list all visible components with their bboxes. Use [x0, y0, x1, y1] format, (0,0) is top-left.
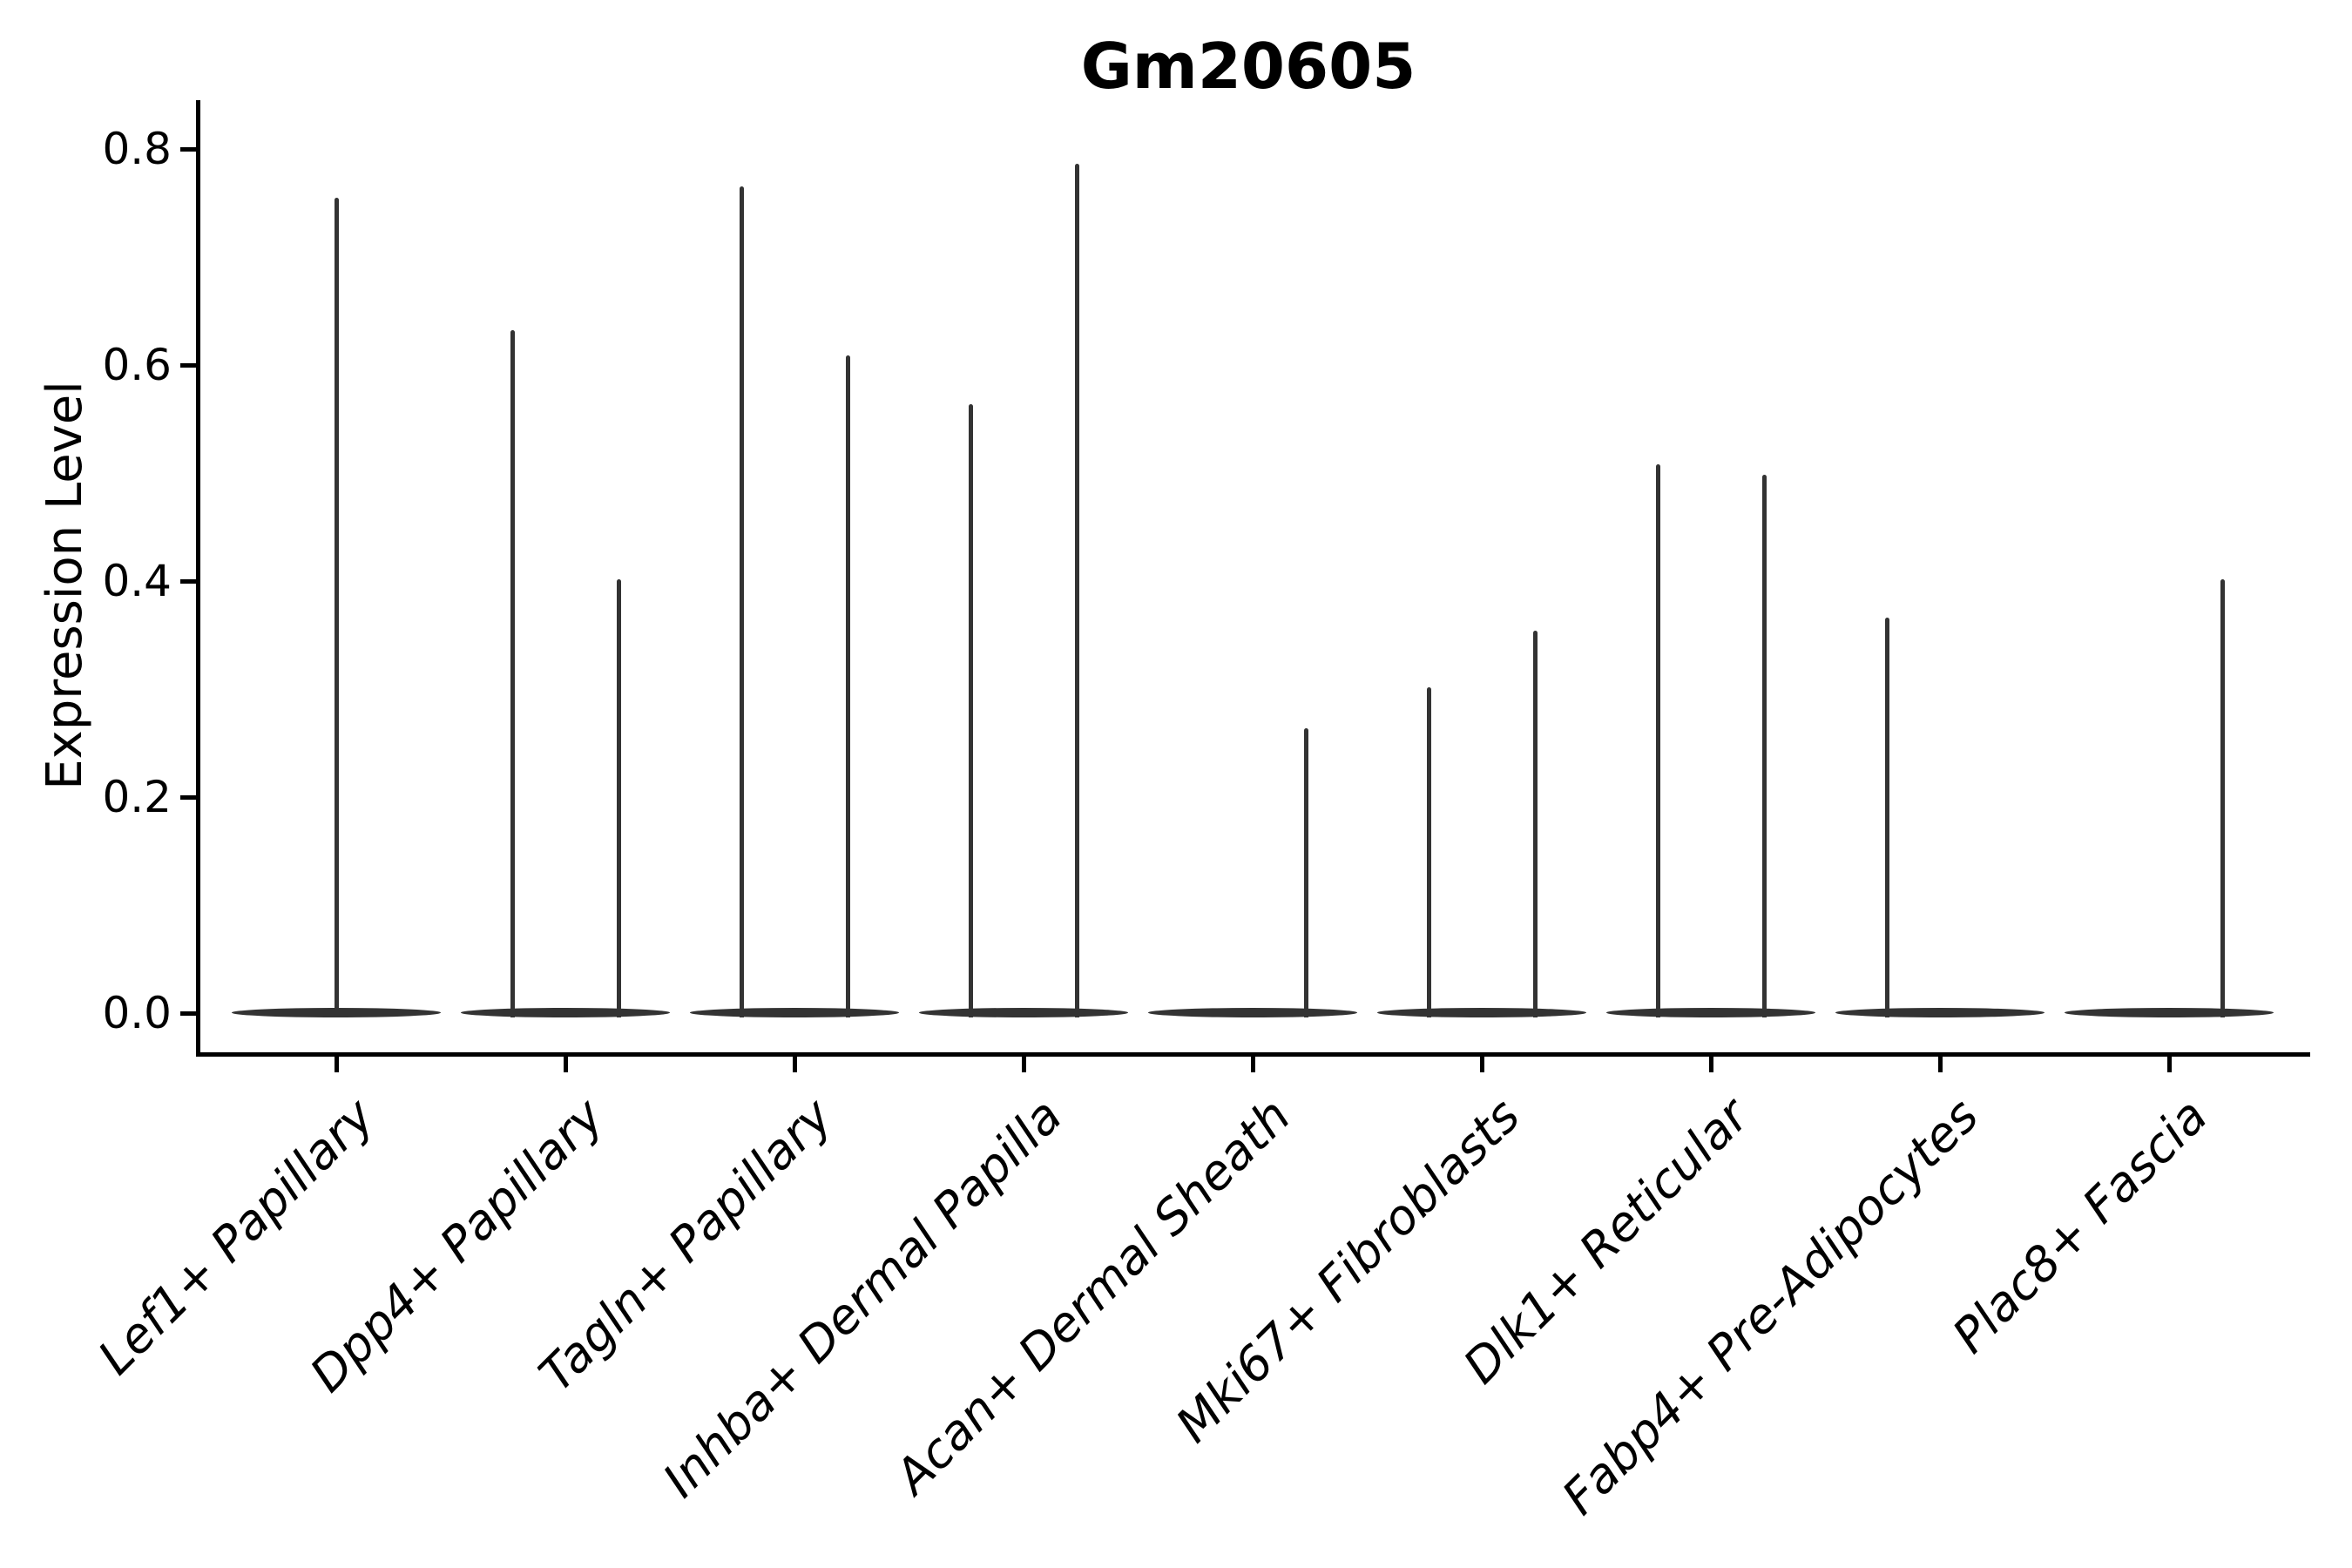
x-tick-label: Fabp4+ Pre-Adipocytes [1551, 1087, 1989, 1525]
x-tick [1937, 1057, 1943, 1072]
violin-needle [616, 578, 621, 1017]
violin-needle [1655, 464, 1660, 1017]
y-tick [180, 578, 196, 584]
x-tick [1708, 1057, 1713, 1072]
x-tick [563, 1057, 568, 1072]
y-tick-label: 0.6 [102, 340, 172, 390]
violin-needle [510, 330, 515, 1017]
violin-needle [2220, 578, 2225, 1017]
x-axis-spine [196, 1052, 2310, 1057]
x-tick [334, 1057, 339, 1072]
violin-needle [1884, 618, 1889, 1017]
violin-base [1606, 1008, 1815, 1017]
y-tick-label: 0.4 [102, 556, 172, 606]
y-tick [180, 1010, 196, 1016]
violin-needle [1303, 727, 1308, 1017]
y-axis-spine [196, 100, 200, 1057]
violin-needle [1761, 475, 1767, 1017]
violin-base [2065, 1008, 2274, 1017]
y-tick-label: 0.2 [102, 772, 172, 822]
chart-title: Gm20605 [1080, 30, 1416, 103]
violin-base [690, 1008, 899, 1017]
y-tick-label: 0.0 [102, 988, 172, 1038]
violin-base [919, 1008, 1128, 1017]
y-tick [180, 146, 196, 152]
x-tick-label: Acan+ Dermal Sheath [884, 1087, 1301, 1504]
violin-needle [334, 197, 339, 1017]
x-tick-label: Inhba+ Dermal Papilla [652, 1087, 1072, 1509]
x-tick [1250, 1057, 1255, 1072]
violin-needle [845, 355, 850, 1017]
x-tick [2166, 1057, 2172, 1072]
x-tick [792, 1057, 797, 1072]
violin-needle [1426, 686, 1431, 1017]
violin-needle [968, 403, 973, 1017]
x-tick [1479, 1057, 1484, 1072]
x-tick [1021, 1057, 1026, 1072]
y-tick [180, 362, 196, 368]
violin-needle [1532, 631, 1538, 1017]
y-tick [180, 794, 196, 800]
violin-base [1148, 1008, 1357, 1017]
violin-base [461, 1008, 670, 1017]
violin-needle [739, 186, 744, 1017]
violin-needle [1074, 164, 1079, 1017]
violin-base [1835, 1008, 2044, 1017]
violin-base [1377, 1008, 1586, 1017]
y-tick-label: 0.8 [102, 124, 172, 174]
